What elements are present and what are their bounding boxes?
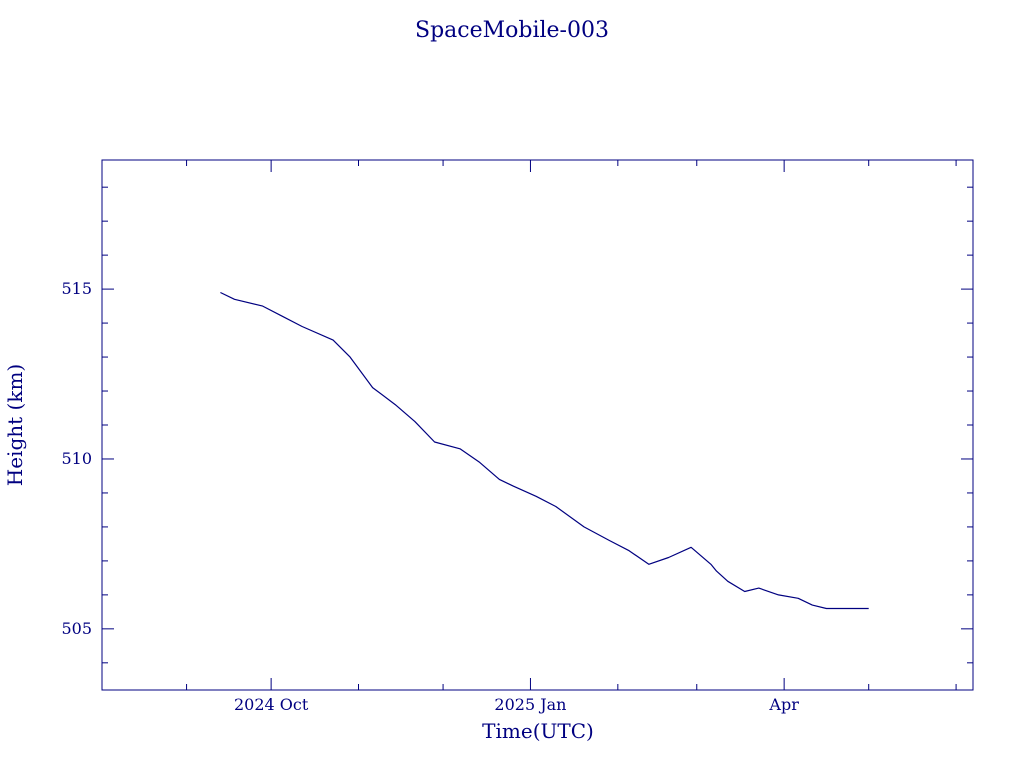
- axis-ticks: [102, 160, 973, 690]
- x-tick-label: Apr: [768, 695, 799, 714]
- height-series-line: [220, 291, 869, 610]
- y-axis-title: Height (km): [3, 364, 27, 486]
- chart-title: SpaceMobile-003: [415, 18, 609, 43]
- plot-frame: [101, 159, 974, 691]
- y-tick-label: 510: [61, 449, 92, 468]
- tick-labels: 505 510 515 2024 Oct 2025 Jan Apr: [61, 279, 799, 714]
- x-axis-title: Time(UTC): [482, 719, 594, 743]
- x-tick-label: 2025 Jan: [494, 695, 566, 714]
- y-tick-label: 505: [61, 619, 92, 638]
- y-tick-label: 515: [61, 279, 92, 298]
- x-tick-label: 2024 Oct: [234, 695, 309, 714]
